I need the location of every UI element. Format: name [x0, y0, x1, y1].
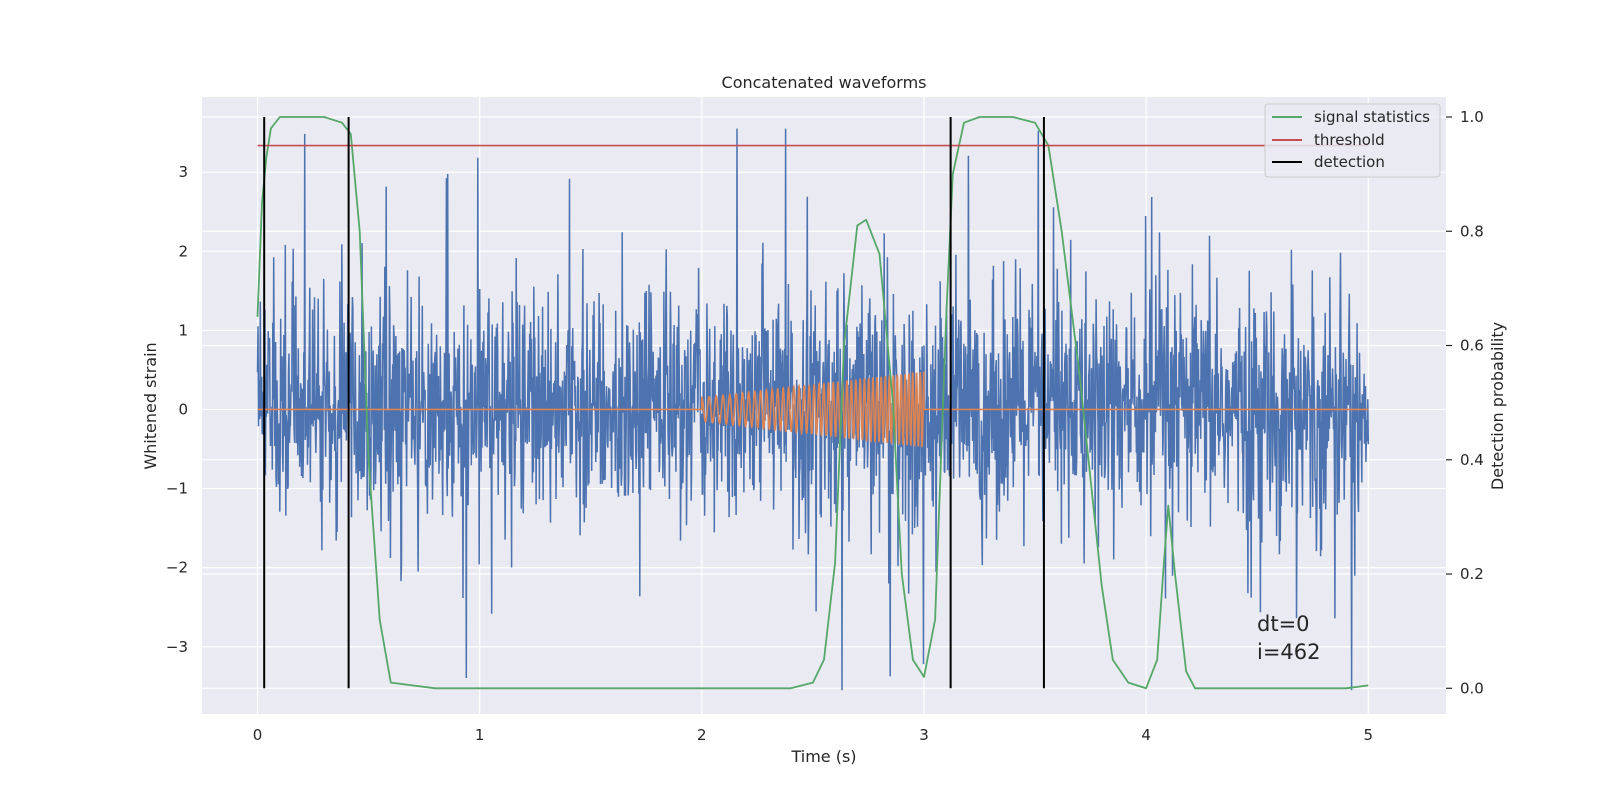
legend-label-threshold: threshold [1314, 131, 1385, 149]
y-right-tick-label: 0.2 [1460, 565, 1484, 583]
y-right-tick-label: 0.4 [1460, 451, 1484, 469]
y-left-tick-label: 2 [178, 242, 188, 260]
y-axis-right-label: Detection probability [1488, 322, 1507, 490]
y-axis-right-ticks: 0.0 0.2 0.4 0.6 0.8 1.0 [1446, 108, 1484, 697]
x-tick-label: 0 [253, 726, 263, 744]
annotation-i: i=462 [1257, 640, 1321, 664]
y-axis-left-ticks: −3 −2 −1 0 1 2 3 [166, 163, 188, 656]
legend: signal statistics threshold detection [1264, 103, 1441, 178]
annotation-dt: dt=0 [1257, 612, 1310, 636]
whitened-strain-line [256, 128, 1370, 691]
y-left-tick-label: −2 [166, 559, 188, 577]
y-right-tick-label: 1.0 [1460, 108, 1484, 126]
chirp-line [257, 371, 1369, 448]
x-axis-label: Time (s) [790, 747, 856, 766]
series-chirp [257, 371, 1369, 448]
series-detection [263, 116, 1045, 689]
signal-statistics-line [256, 116, 1369, 690]
series-signal-statistics [256, 116, 1369, 690]
x-tick-label: 4 [1141, 726, 1151, 744]
y-right-tick-label: 0.0 [1460, 679, 1484, 697]
y-left-tick-label: 0 [178, 400, 188, 418]
chart-title: Concatenated waveforms [722, 73, 927, 92]
x-axis-ticks: 0 1 2 3 4 5 [253, 726, 1373, 744]
y-left-tick-label: 1 [178, 321, 188, 339]
y-left-tick-label: −1 [166, 480, 188, 498]
x-tick-label: 2 [697, 726, 707, 744]
legend-label-signal-statistics: signal statistics [1314, 108, 1430, 126]
x-tick-label: 1 [475, 726, 485, 744]
y-right-tick-label: 0.8 [1460, 222, 1484, 240]
legend-box [1264, 103, 1441, 178]
x-tick-label: 3 [919, 726, 929, 744]
y-left-tick-label: −3 [166, 638, 188, 656]
y-left-tick-label: 3 [178, 163, 188, 181]
y-axis-left-label: Whitened strain [141, 342, 160, 469]
series-whitened-strain [256, 128, 1370, 691]
legend-label-detection: detection [1314, 153, 1385, 171]
y-right-tick-label: 0.6 [1460, 337, 1484, 355]
x-tick-label: 5 [1363, 726, 1373, 744]
